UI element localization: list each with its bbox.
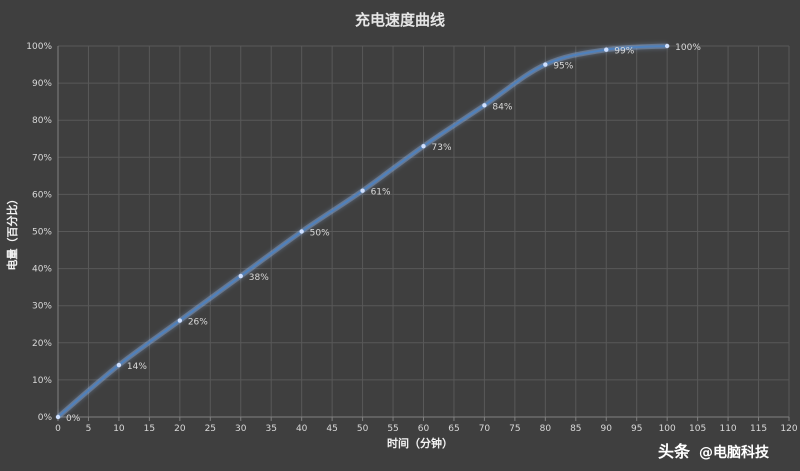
series-layer <box>55 43 670 420</box>
x-tick-label: 70 <box>479 424 491 434</box>
x-tick-label: 120 <box>780 424 797 434</box>
data-point <box>238 273 243 279</box>
data-label: 100% <box>675 43 701 53</box>
x-tick-label: 60 <box>418 424 430 434</box>
x-tick-label: 20 <box>174 424 186 434</box>
data-labels: 0% 14% 26% 38% 50% 61% 73% 84% 95% 99% 100% <box>66 43 701 424</box>
data-point <box>116 362 122 368</box>
data-point <box>55 414 61 420</box>
y-tick-label: 100% <box>26 42 52 52</box>
x-tick-label: 105 <box>689 424 706 434</box>
data-label: 95% <box>553 62 573 72</box>
x-tick-label: 0 <box>55 424 61 434</box>
x-tick-label: 5 <box>86 424 92 434</box>
data-label: 0% <box>66 414 81 424</box>
data-point <box>177 318 183 323</box>
x-tick-label: 25 <box>205 424 216 434</box>
y-tick-label: 20% <box>32 339 52 349</box>
y-tick-label: 80% <box>32 116 52 126</box>
y-tick-label: 10% <box>32 376 52 386</box>
x-axis-title: 时间（分钟） <box>387 436 453 450</box>
y-tick-label: 60% <box>32 190 52 200</box>
data-label: 50% <box>310 229 330 239</box>
data-label: 26% <box>188 318 208 328</box>
x-tick-label: 65 <box>448 424 459 434</box>
data-point <box>299 229 304 234</box>
x-tick-label: 75 <box>509 424 520 434</box>
x-tick-label: 90 <box>601 424 613 434</box>
x-tick-label: 45 <box>326 424 337 434</box>
x-tick-label: 85 <box>570 424 581 434</box>
y-tick-label: 70% <box>32 153 52 163</box>
x-tick-label: 50 <box>357 424 369 434</box>
x-tick-label: 55 <box>387 424 398 434</box>
tick-labels: 0 5 10 15 20 25 30 35 40 45 50 55 60 65 70 75 80 85 90 95 10… <box>26 42 798 434</box>
x-tick-label: 30 <box>235 424 247 434</box>
x-tick-label: 110 <box>719 424 736 434</box>
y-tick-label: 50% <box>32 228 52 238</box>
data-point <box>360 188 365 193</box>
data-label: 61% <box>371 188 391 198</box>
data-point <box>543 62 548 67</box>
y-tick-label: 30% <box>32 302 52 312</box>
x-tick-label: 15 <box>144 424 155 434</box>
data-point <box>664 43 670 49</box>
x-tick-label: 35 <box>265 424 276 434</box>
y-tick-label: 0% <box>38 413 53 423</box>
x-tick-label: 95 <box>631 424 642 434</box>
watermark-source: 头条 <box>658 442 691 461</box>
data-label: 84% <box>492 102 512 112</box>
data-point <box>604 47 609 52</box>
x-tick-label: 10 <box>113 424 125 434</box>
data-label: 99% <box>614 47 634 57</box>
x-tick-label: 80 <box>540 424 552 434</box>
data-point <box>421 143 426 149</box>
x-tick-label: 115 <box>750 424 767 434</box>
data-label: 14% <box>127 362 147 372</box>
data-point <box>482 103 487 108</box>
y-tick-label: 90% <box>32 79 52 89</box>
data-label: 38% <box>249 273 269 283</box>
gridlines <box>57 45 790 421</box>
watermark-handle: @电脑科技 <box>699 444 770 461</box>
chart-title: 充电速度曲线 <box>355 11 445 29</box>
x-tick-label: 40 <box>296 424 308 434</box>
y-axis-title: 电量（百分比） <box>5 194 19 271</box>
data-label: 73% <box>432 143 452 153</box>
x-tick-label: 100 <box>659 424 676 434</box>
y-tick-label: 40% <box>32 265 52 275</box>
